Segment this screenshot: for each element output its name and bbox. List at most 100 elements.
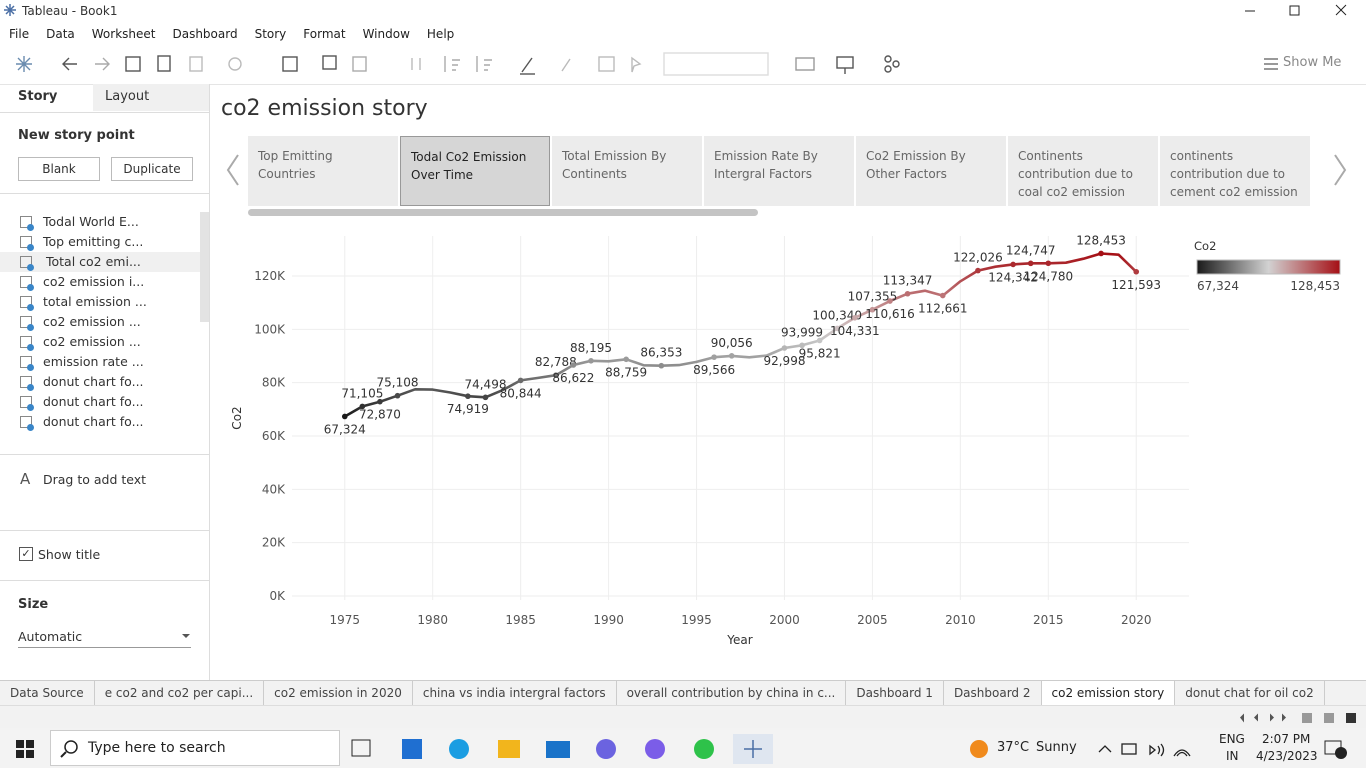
story-sheet-item[interactable]: emission rate ... [0, 352, 200, 372]
show-title-checkbox[interactable]: ✓ [19, 547, 33, 561]
story-sheet-list: Todal World E... Top emitting c... Total c… [0, 212, 209, 442]
menu-item[interactable]: Worksheet [91, 27, 156, 41]
story-sheet-item[interactable]: Top emitting c... [0, 232, 200, 252]
sheet-name: donut chart fo... [43, 374, 144, 389]
sheet-tab[interactable]: overall contribution by china in c... [617, 681, 847, 706]
story-point[interactable]: continents contribution due to cement co… [1160, 136, 1310, 206]
show-me-button[interactable]: Show Me [1283, 55, 1342, 70]
blank-button[interactable]: Blank [18, 157, 100, 181]
story-sheet-item[interactable]: total emission ... [0, 292, 200, 312]
data-label: 71,105 [341, 386, 383, 400]
data-label: 82,788 [535, 355, 577, 369]
sheet-check [27, 264, 34, 271]
story-point[interactable]: Continents contribution due to coal co2 … [1008, 136, 1158, 206]
data-point [869, 306, 876, 313]
layout-tab[interactable]: Layout [105, 89, 150, 104]
sheet-tab[interactable]: e co2 and co2 per capi... [95, 681, 265, 706]
story-point[interactable]: Todal Co2 Emission Over Time [400, 136, 550, 206]
duplicate-button[interactable]: Duplicate [111, 157, 193, 181]
window-title: Tableau - Book1 [22, 4, 118, 18]
story-sheet-item[interactable]: co2 emission i... [0, 272, 200, 292]
sheet-tab[interactable]: donut chat for oil co2 [1175, 681, 1325, 706]
legend-min-label: 67,324 [1197, 279, 1239, 293]
sheet-name: Top emitting c... [43, 234, 144, 249]
data-label: 113,347 [883, 274, 933, 288]
start-button[interactable] [16, 740, 34, 758]
story-sheet-item[interactable]: co2 emission ... [0, 332, 200, 352]
data-point [799, 342, 805, 349]
story-point[interactable]: Total Emission By Continents [552, 136, 702, 206]
layout-tab-bg [93, 84, 209, 111]
sheet-icon [20, 216, 32, 228]
sheet-icon [20, 416, 32, 428]
sheet-tab[interactable]: china vs india intergral factors [413, 681, 617, 706]
data-point [570, 362, 577, 368]
search-box[interactable] [50, 730, 340, 766]
menu-bar: File Data Worksheet Dashboard Story Format Win… [0, 22, 1366, 44]
data-label: 92,998 [763, 354, 805, 368]
data-label: 104,331 [830, 324, 880, 338]
story-sheet-item[interactable]: donut chart fo... [0, 412, 200, 432]
size-dropdown[interactable]: Automatic [18, 629, 83, 644]
status-controls [1238, 713, 1356, 723]
status-bar [0, 705, 1366, 729]
line-chart: Co2 Year 0K 20K 40K 60K 80K 100K 120K 1975 1980 1… [230, 233, 1341, 647]
menu-item[interactable]: Format [303, 27, 346, 41]
menu-item[interactable]: Story [254, 27, 287, 41]
data-point [623, 356, 629, 363]
story-point[interactable]: Emission Rate By Intergral Factors [704, 136, 854, 206]
sheet-tab[interactable]: co2 emission in 2020 [264, 681, 413, 706]
data-point [816, 337, 823, 344]
menu-item[interactable]: Dashboard [172, 27, 238, 41]
sheet-tab[interactable]: Dashboard 2 [944, 681, 1042, 706]
data-point [728, 353, 735, 359]
y-tick-label: 0K [269, 589, 286, 603]
weather: Sunny [1036, 740, 1077, 755]
sheet-icon [20, 276, 32, 288]
data-point [711, 354, 717, 360]
window-controls[interactable] [1230, 0, 1366, 22]
sheet-name: co2 emission ... [43, 334, 141, 349]
data-label: 95,821 [799, 346, 841, 360]
drag-text-object[interactable]: Drag to add text [43, 472, 147, 487]
sheet-check [27, 344, 34, 351]
menu-item[interactable]: Data [46, 27, 75, 41]
data-label: 107,355 [848, 290, 898, 304]
story-sheet-item[interactable]: donut chart fo... [0, 392, 200, 412]
app-icon [4, 4, 16, 16]
sheet-check [27, 304, 34, 311]
data-point [1010, 261, 1016, 268]
sheet-tab[interactable]: co2 emission story [1041, 681, 1176, 706]
menu-item[interactable]: File [9, 27, 30, 41]
y-tick-label: 100K [254, 322, 286, 336]
data-label: 121,593 [1111, 278, 1161, 292]
x-tick-label: 2020 [1121, 613, 1152, 627]
title-bar: Tableau - Book1 [0, 0, 1366, 22]
sheet-name: co2 emission ... [43, 314, 141, 329]
story-sheet-item[interactable]: Total co2 emi... [0, 252, 200, 272]
sheet-icon [20, 316, 32, 328]
story-point[interactable]: Co2 Emission By Other Factors [856, 136, 1006, 206]
story-point[interactable]: Top Emitting Countries [248, 136, 398, 206]
sheet-name: Todal World E... [43, 214, 139, 229]
data-point [377, 398, 383, 405]
notifications[interactable] [1324, 739, 1348, 759]
sheet-icon [20, 356, 32, 368]
menu-item[interactable]: Help [426, 27, 455, 41]
sheet-tab[interactable]: Data Source [0, 681, 95, 706]
story-sheet-item[interactable]: donut chart fo... [0, 372, 200, 392]
story-sheet-item[interactable]: co2 emission ... [0, 312, 200, 332]
sheet-name: total emission ... [43, 294, 147, 309]
story-sheet-item[interactable]: Todal World E... [0, 212, 200, 232]
data-label: 80,844 [500, 386, 542, 400]
text-icon: A [20, 470, 31, 488]
size-dropdown-line [18, 647, 191, 648]
sheet-check [27, 364, 34, 371]
pinned-apps[interactable] [350, 734, 780, 764]
sheet-tab[interactable]: Dashboard 1 [846, 681, 944, 706]
data-point [394, 392, 401, 399]
menu-item[interactable]: Window [362, 27, 410, 41]
story-tab[interactable]: Story [18, 89, 58, 104]
x-tick-label: 2010 [945, 613, 976, 627]
